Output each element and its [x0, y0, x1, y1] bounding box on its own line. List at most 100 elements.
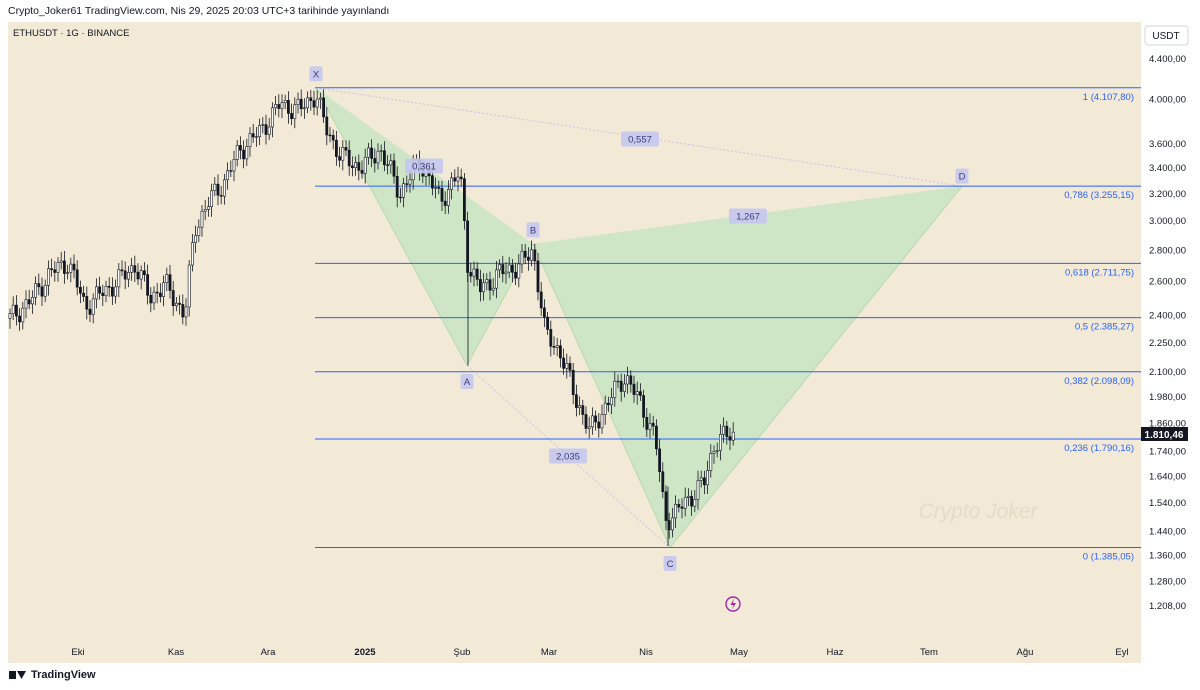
candle-body	[440, 188, 444, 202]
candle-body	[584, 414, 588, 429]
candle-body	[555, 345, 559, 348]
pattern-ratio-label[interactable]: 0,557	[621, 131, 659, 147]
pattern-triangle-bcd[interactable]	[533, 186, 962, 548]
candle-body	[456, 176, 460, 182]
candle-body	[363, 157, 367, 174]
candle-body	[731, 431, 735, 441]
candle-body	[277, 104, 281, 109]
pattern-point-label[interactable]: A	[460, 374, 474, 389]
candle-body	[571, 369, 575, 395]
candle-body	[223, 179, 226, 197]
candle-body	[622, 383, 626, 392]
candle-body	[626, 375, 630, 385]
candle-body	[395, 176, 399, 198]
fib-level-label: 0 (1.385,05)	[1083, 552, 1134, 563]
pattern-point-label[interactable]: B	[526, 222, 540, 238]
candle-body	[187, 264, 191, 308]
candle-body	[21, 307, 25, 323]
fib-level-label: 0,236 (1.790,16)	[1064, 443, 1134, 454]
pattern-point-label[interactable]: C	[663, 556, 677, 571]
candle-body	[498, 264, 502, 271]
candle-body	[120, 269, 124, 272]
pattern-point-label[interactable]: X	[309, 66, 323, 82]
candle-body	[606, 402, 610, 406]
pattern-ratio-label[interactable]: 2,035	[549, 448, 587, 464]
candle-body	[686, 496, 690, 498]
candle-body	[616, 380, 620, 383]
candle-body	[594, 415, 598, 423]
candle-body	[162, 282, 166, 297]
candle-body	[514, 271, 518, 279]
candle-body	[350, 165, 354, 168]
tradingview-logo[interactable]: TradingView	[9, 669, 96, 681]
time-axis-label: Kas	[168, 647, 185, 658]
candle-body	[302, 107, 306, 110]
candle-body	[299, 98, 303, 110]
candle-body	[175, 302, 178, 307]
candle-body	[239, 145, 242, 151]
candle-body	[56, 262, 60, 273]
candle-body	[683, 497, 687, 509]
candle-body	[712, 451, 716, 454]
candle-body	[389, 160, 393, 166]
fib-level-label: 0,786 (3.255,15)	[1064, 190, 1134, 201]
candle-body	[114, 286, 118, 297]
candle-body	[370, 147, 374, 159]
candle-body	[581, 405, 585, 415]
candle-body	[219, 195, 223, 197]
candle-body	[69, 263, 73, 273]
candle-body	[258, 125, 262, 138]
pattern-point-label[interactable]: D	[955, 168, 969, 184]
candle-body	[670, 517, 674, 531]
replay-icon[interactable]	[725, 596, 741, 612]
candle-body	[491, 287, 495, 291]
candle-body	[130, 265, 134, 273]
candle-body	[382, 150, 386, 166]
candle-body	[446, 189, 450, 206]
candle-body	[664, 491, 668, 521]
candle-body	[590, 415, 594, 428]
candle-body	[203, 209, 207, 212]
time-axis-background	[8, 640, 1141, 663]
currency-badge[interactable]: USDT	[1144, 25, 1189, 46]
pattern-ratio-label[interactable]: 1,267	[729, 208, 767, 224]
price-tick-label: 1.208,00	[1149, 601, 1186, 612]
price-tick-label: 2.800,00	[1149, 245, 1186, 256]
time-axis-label: Ağu	[1017, 647, 1034, 658]
candle-body	[702, 477, 706, 486]
candle-body	[210, 190, 214, 208]
candle-body	[654, 425, 658, 450]
candle-body	[613, 380, 617, 398]
candle-body	[270, 107, 274, 128]
candle-body	[526, 256, 530, 261]
candle-body	[366, 147, 370, 158]
candle-body	[642, 395, 646, 418]
candle-body	[194, 235, 198, 243]
candle-body	[261, 124, 265, 126]
candle-body	[315, 98, 319, 108]
candle-body	[347, 149, 351, 167]
candle-body	[290, 113, 294, 120]
fib-level-label: 1 (4.107,80)	[1083, 92, 1134, 103]
candle-body	[30, 296, 34, 305]
time-axis-label: Ara	[261, 647, 277, 658]
candle-body	[690, 496, 694, 507]
candle-body	[306, 97, 310, 109]
price-tick-label: 1.740,00	[1149, 447, 1186, 458]
candle-body	[312, 100, 316, 108]
candle-body	[539, 291, 543, 309]
candle-body	[75, 269, 79, 288]
candle-body	[722, 425, 726, 435]
candle-body	[459, 176, 463, 180]
candle-body	[331, 135, 335, 141]
candle-body	[706, 470, 710, 486]
candle-body	[322, 97, 326, 118]
currency-label: USDT	[1152, 31, 1179, 42]
candle-body	[72, 263, 76, 271]
fib-level-label: 0,618 (2.711,75)	[1065, 267, 1134, 278]
pattern-ratio-label[interactable]: 0,361	[405, 158, 443, 174]
price-tick-label: 3.200,00	[1149, 189, 1186, 200]
candle-body	[200, 210, 204, 228]
candle-body	[66, 272, 70, 274]
